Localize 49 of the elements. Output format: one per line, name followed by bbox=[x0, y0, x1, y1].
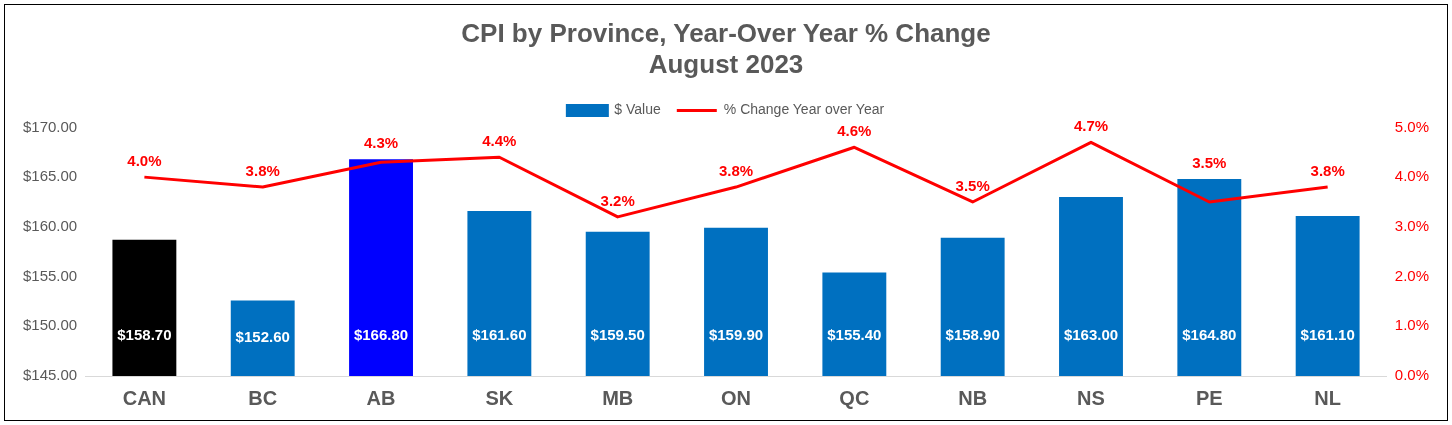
data-label: 4.3% bbox=[363, 133, 399, 151]
data-label: $158.90 bbox=[945, 326, 1000, 344]
y-tick-label: $170.00 bbox=[22, 117, 78, 135]
data-label: 3.5% bbox=[1192, 153, 1227, 171]
x-tick-label: NL bbox=[1314, 386, 1341, 409]
x-tick-label: AB bbox=[366, 386, 396, 409]
data-label: 4.0% bbox=[127, 151, 162, 169]
data-label: 4.7% bbox=[1073, 116, 1109, 134]
data-label: 3.5% bbox=[955, 176, 990, 194]
x-tick-label: BC bbox=[248, 386, 278, 409]
x-tick-label: NS bbox=[1077, 386, 1105, 409]
x-tick-label: CAN bbox=[122, 386, 167, 409]
x-tick-label: MB bbox=[602, 386, 634, 409]
legend-label: % Change Year over Year bbox=[723, 101, 885, 118]
y-tick-label: $155.00 bbox=[22, 266, 78, 284]
x-tick-label: PE bbox=[1195, 386, 1223, 409]
y-tick-label: $150.00 bbox=[22, 316, 78, 334]
x-tick-label: ON bbox=[721, 386, 752, 409]
y-tick-label: $145.00 bbox=[22, 366, 78, 384]
data-label: 3.8% bbox=[718, 161, 754, 179]
y2-tick-label: 0.0% bbox=[1394, 366, 1430, 384]
legend-label: $ Value bbox=[614, 101, 662, 118]
y2-tick-label: 1.0% bbox=[1394, 316, 1430, 334]
y-tick-label: $165.00 bbox=[22, 167, 78, 185]
data-label: 3.8% bbox=[1310, 161, 1345, 179]
data-label: $163.00 bbox=[1063, 326, 1119, 344]
y2-tick-label: 3.0% bbox=[1394, 216, 1430, 234]
data-label: 4.6% bbox=[837, 121, 872, 139]
data-label: $152.60 bbox=[235, 328, 290, 346]
x-tick-label: QC bbox=[839, 386, 870, 409]
x-tick-label: SK bbox=[485, 386, 514, 409]
data-label: 4.4% bbox=[482, 131, 517, 149]
data-label: $166.80 bbox=[353, 326, 409, 344]
data-label: 3.2% bbox=[600, 191, 635, 209]
y2-tick-label: 5.0% bbox=[1394, 117, 1430, 135]
data-label: $164.80 bbox=[1182, 326, 1237, 344]
data-label: $159.50 bbox=[590, 326, 645, 344]
data-label: $159.90 bbox=[708, 326, 764, 344]
y-tick-label: $160.00 bbox=[22, 216, 78, 234]
x-tick-label: NB bbox=[958, 386, 988, 409]
chart-subtitle: August 2023 bbox=[648, 48, 804, 79]
data-label: 3.8% bbox=[245, 161, 280, 179]
y2-tick-label: 2.0% bbox=[1394, 266, 1430, 284]
chart-title: CPI by Province, Year-Over Year % Change bbox=[461, 17, 991, 48]
data-label: $155.40 bbox=[827, 326, 882, 344]
data-label: $161.10 bbox=[1300, 326, 1355, 344]
data-label: $161.60 bbox=[472, 326, 527, 344]
data-label: $158.70 bbox=[117, 326, 172, 344]
y2-tick-label: 4.0% bbox=[1394, 167, 1430, 185]
